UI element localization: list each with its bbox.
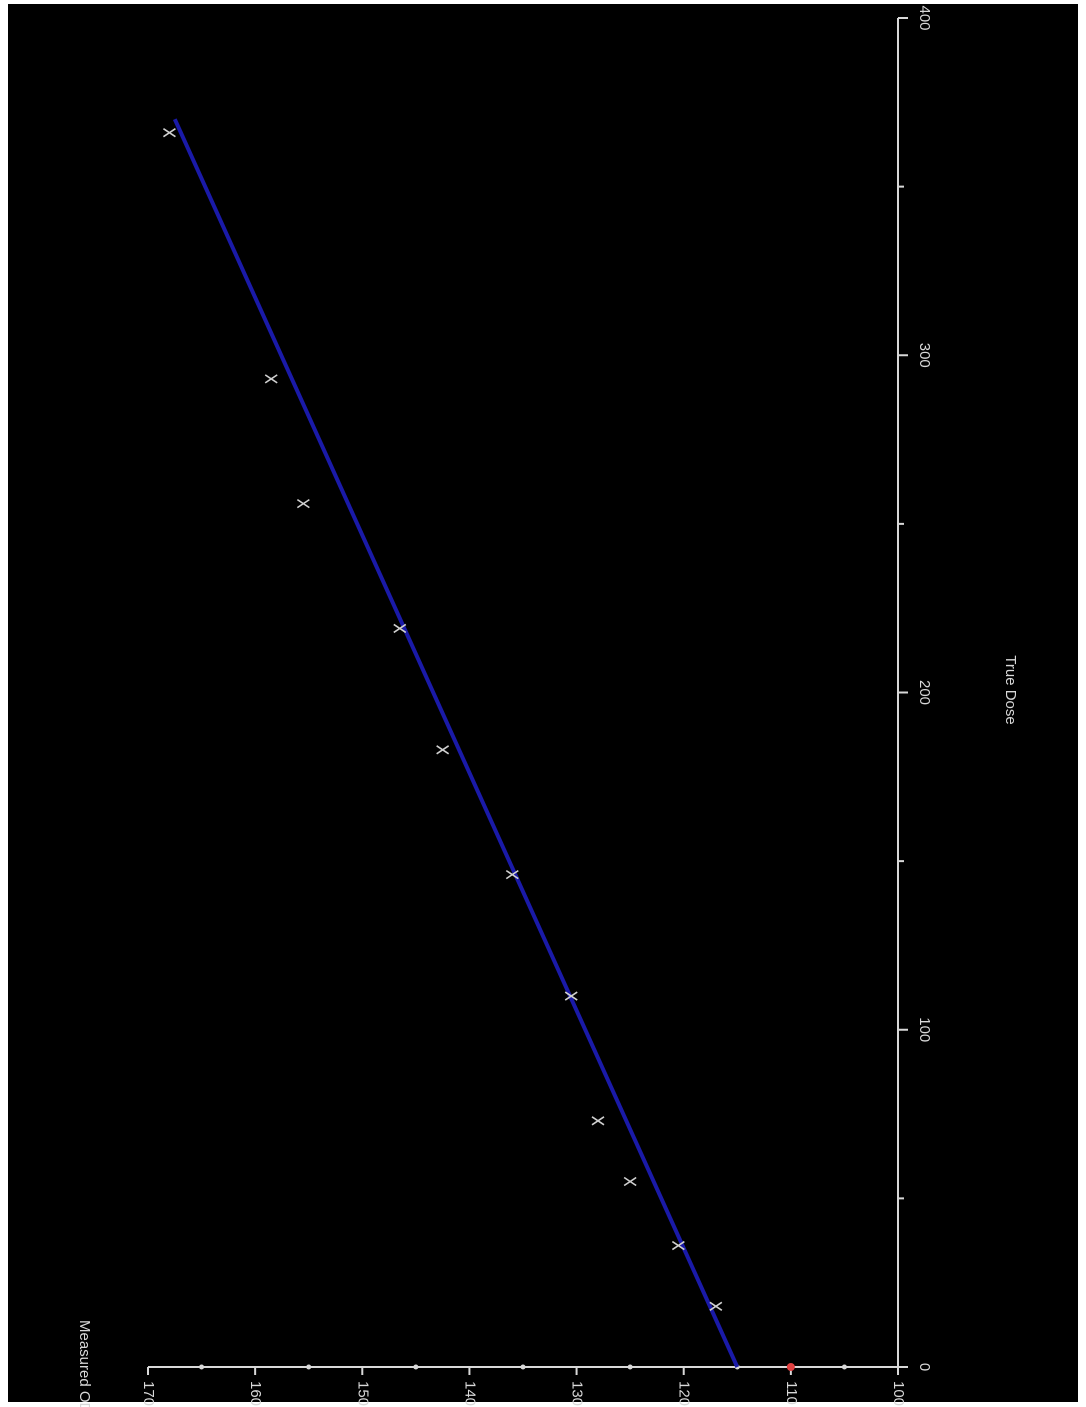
y-minor-tick xyxy=(627,1364,633,1370)
y-axis-label: Measured OD xyxy=(76,1320,93,1407)
y-tick-label: 120 xyxy=(676,1381,693,1406)
x-axis-label: True Dose xyxy=(1002,655,1019,724)
data-point xyxy=(564,991,578,1001)
y-minor-tick xyxy=(520,1364,526,1370)
y-tick-label: 140 xyxy=(461,1381,478,1406)
data-point xyxy=(393,623,407,634)
y-minor-tick xyxy=(306,1364,312,1370)
x-tick-label: 200 xyxy=(916,680,933,705)
x-tick-label: 0 xyxy=(916,1363,933,1371)
y-tick-label: 100 xyxy=(890,1381,907,1406)
y-tick-label: 110 xyxy=(783,1381,800,1405)
data-point xyxy=(296,498,310,509)
highlight-point xyxy=(786,1363,795,1371)
y-tick-label: 150 xyxy=(354,1381,371,1406)
y-tick-label: 170 xyxy=(140,1381,157,1406)
chart-frame xyxy=(8,4,1078,1402)
x-tick-label: 300 xyxy=(916,343,933,368)
y-tick-label: 130 xyxy=(569,1381,586,1406)
data-point xyxy=(264,374,278,384)
x-tick-label: 100 xyxy=(916,1017,933,1042)
data-point xyxy=(162,127,176,138)
data-point xyxy=(709,1301,723,1311)
data-point xyxy=(436,745,450,755)
data-point xyxy=(591,1116,605,1126)
x-tick-label: 400 xyxy=(916,5,933,30)
y-tick-label: 160 xyxy=(247,1381,264,1406)
y-minor-tick xyxy=(841,1364,847,1370)
data-point xyxy=(623,1176,637,1187)
data-point xyxy=(671,1240,685,1251)
y-minor-tick xyxy=(199,1364,205,1370)
data-point xyxy=(505,869,519,880)
y-minor-tick xyxy=(413,1364,419,1370)
fit-line xyxy=(172,118,740,1368)
